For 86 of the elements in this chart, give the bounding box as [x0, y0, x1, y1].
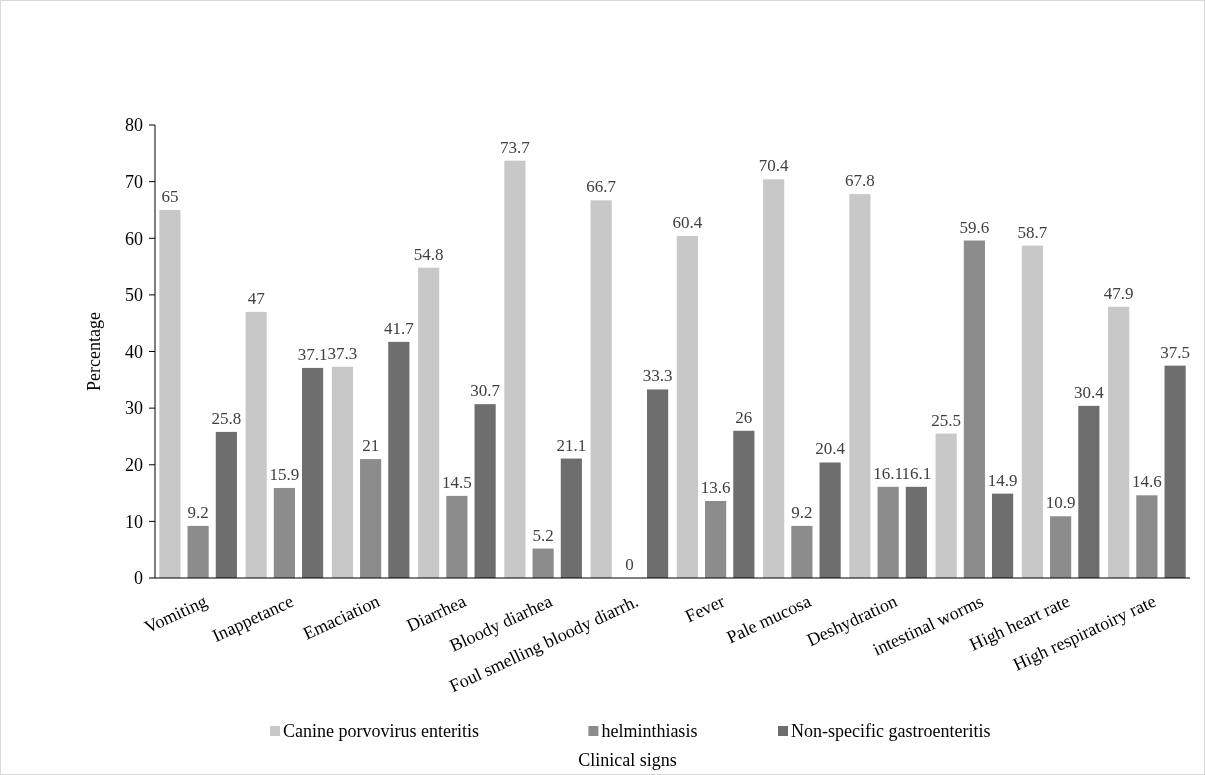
- data-label: 30.4: [1073, 382, 1105, 402]
- bar: [504, 160, 526, 578]
- data-label: 14.5: [442, 472, 472, 492]
- x-axis-title: Clinical signs: [578, 750, 677, 770]
- y-tick-label: 50: [125, 285, 143, 306]
- bar: [849, 194, 871, 578]
- data-label: 21.1: [556, 435, 587, 455]
- bar: [302, 367, 324, 578]
- bar: [560, 458, 582, 578]
- bar: [676, 235, 698, 578]
- data-label: 15.9: [269, 464, 300, 484]
- data-label: 30.7: [470, 381, 501, 401]
- y-tick-label: 0: [134, 568, 143, 589]
- bar: [935, 433, 957, 578]
- y-tick-label: 80: [125, 115, 143, 136]
- bar: [819, 462, 841, 578]
- data-label: 58.7: [1017, 222, 1048, 242]
- bar: [733, 430, 755, 578]
- data-label: 14.6: [1132, 472, 1162, 492]
- data-label: 37.3: [327, 343, 358, 363]
- legend-label: Non-specific gastroenteritis: [791, 721, 991, 742]
- data-label: 13.6: [700, 477, 731, 497]
- bar: [418, 267, 440, 578]
- bar: [388, 341, 410, 578]
- data-label: 26: [735, 407, 753, 427]
- data-label: 25.5: [931, 410, 962, 430]
- bar: [331, 366, 353, 578]
- data-label: 5.2: [532, 525, 554, 545]
- bar: [647, 389, 669, 578]
- bar: [532, 548, 554, 578]
- y-axis-title: Percentage: [84, 312, 104, 391]
- bar: [360, 459, 382, 578]
- bar: [705, 500, 727, 578]
- data-label: 9.2: [187, 502, 209, 522]
- x-tick-label: Fever: [682, 590, 728, 627]
- bar: [877, 486, 899, 578]
- bar: [1108, 306, 1130, 578]
- bar: [1050, 516, 1072, 578]
- y-tick-label: 60: [125, 228, 143, 249]
- y-tick-label: 70: [125, 171, 143, 192]
- bar: [1164, 365, 1186, 578]
- data-label: 33.3: [642, 366, 673, 386]
- bar: [763, 179, 785, 578]
- bar: [215, 431, 237, 578]
- data-label: 37.5: [1160, 342, 1190, 362]
- y-tick-label: 20: [125, 455, 143, 476]
- data-label: 10.9: [1045, 493, 1076, 513]
- data-label: 25.8: [211, 408, 242, 428]
- data-label: 41.7: [383, 318, 415, 338]
- data-label: 70.4: [758, 156, 790, 176]
- bar: [1021, 245, 1043, 578]
- y-tick-label: 30: [125, 398, 143, 419]
- data-label: 65: [161, 186, 179, 206]
- data-label: 20.4: [815, 439, 846, 459]
- legend-label: helminthiasis: [601, 721, 698, 742]
- bar: [1136, 495, 1158, 578]
- bar: [1078, 405, 1100, 578]
- data-label: 0: [625, 555, 634, 574]
- bar: [245, 311, 267, 578]
- bar: [992, 493, 1014, 578]
- data-label: 59.6: [959, 217, 990, 237]
- bar: [273, 487, 295, 578]
- data-label: 9.2: [791, 502, 813, 522]
- bar: [446, 495, 468, 578]
- bar: [187, 525, 209, 578]
- bar: [963, 240, 985, 578]
- data-label: 21: [362, 436, 380, 456]
- data-label: 67.8: [845, 171, 875, 191]
- data-label: 47: [247, 288, 266, 308]
- bar: [474, 404, 496, 578]
- data-label: 66.7: [586, 177, 617, 197]
- data-label: 54.8: [413, 244, 444, 264]
- y-tick-label: 40: [125, 341, 143, 362]
- data-label: 60.4: [672, 212, 703, 232]
- bar: [590, 200, 612, 578]
- y-tick-label: 10: [125, 511, 143, 532]
- data-label: 16.1: [901, 463, 932, 483]
- data-label: 47.9: [1103, 283, 1134, 303]
- bar: [791, 525, 813, 578]
- bar: [905, 486, 927, 578]
- bar: [159, 209, 181, 578]
- legend-label: Canine porvovirus enteritis: [283, 721, 479, 742]
- data-label: 14.9: [987, 470, 1018, 490]
- data-label: 16.1: [873, 463, 903, 483]
- data-label: 73.7: [500, 137, 531, 157]
- data-label: 37.1: [297, 344, 328, 364]
